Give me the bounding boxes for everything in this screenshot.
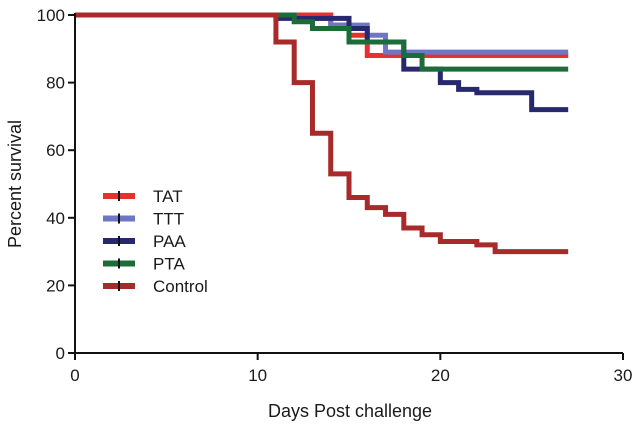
y-tick-label-40: 40 [46, 209, 65, 228]
legend-label: Control [153, 277, 208, 296]
x-tick-label-10: 10 [248, 366, 267, 385]
legend-item-paa: PAA [103, 232, 186, 251]
legend-item-tat: TAT [103, 187, 183, 206]
y-tick-label-80: 80 [46, 74, 65, 93]
legend-item-control: Control [103, 277, 208, 296]
legend-label: TTT [153, 210, 184, 229]
y-tick-label-20: 20 [46, 276, 65, 295]
y-tick-label-0: 0 [56, 344, 65, 363]
series-line-tat [75, 12, 569, 59]
x-tick-label-30: 30 [614, 366, 633, 385]
x-axis-title: Days Post challenge [268, 401, 432, 421]
legend-label: TAT [153, 187, 183, 206]
axes [68, 13, 624, 360]
series-line-pta [75, 12, 569, 72]
x-tick-label-0: 0 [70, 366, 79, 385]
x-tick-label-20: 20 [431, 366, 450, 385]
series-line-control [75, 12, 569, 255]
series-lines [75, 12, 569, 255]
legend-label: PAA [153, 232, 186, 251]
legend: TAT TTT PAA PTA Control [103, 187, 208, 296]
legend-item-ttt: TTT [103, 210, 184, 229]
legend-item-pta: PTA [103, 255, 185, 274]
tick-labels: 0 20 40 60 80 100 0 10 20 30 [37, 6, 633, 385]
y-tick-label-60: 60 [46, 141, 65, 160]
legend-label: PTA [153, 255, 185, 274]
y-tick-label-100: 100 [37, 6, 65, 25]
y-axis-title: Percent survival [5, 120, 25, 248]
